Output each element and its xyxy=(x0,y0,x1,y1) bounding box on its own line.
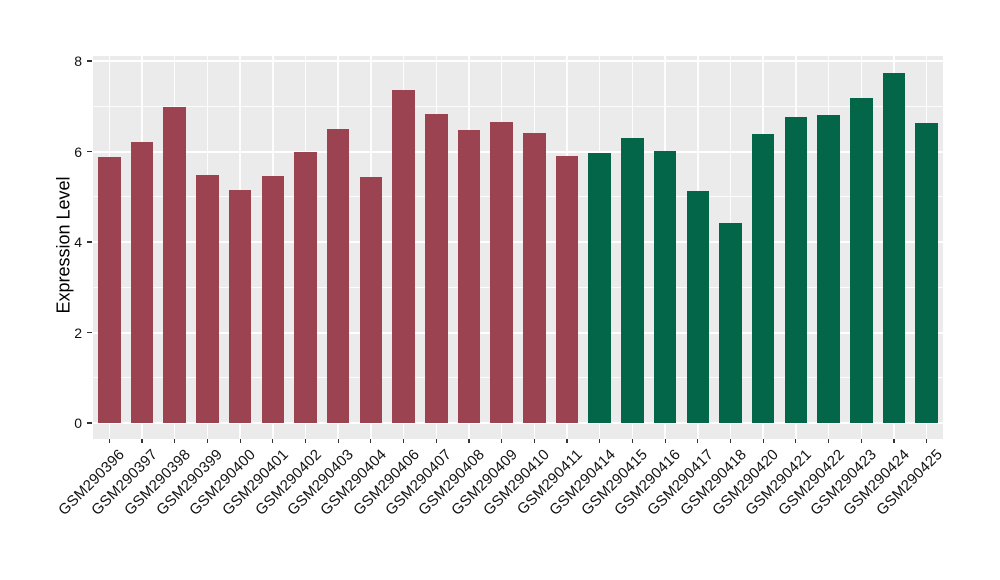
bar-GSM290411 xyxy=(555,156,579,423)
y-tick-label-4: 4 xyxy=(74,234,82,250)
bar-GSM290425 xyxy=(915,123,938,423)
x-tick-GSM290409 xyxy=(501,439,503,443)
bar-GSM290404 xyxy=(359,177,383,423)
bar-GSM290416 xyxy=(653,151,677,423)
x-tick-GSM290399 xyxy=(206,439,208,443)
x-tick-GSM290422 xyxy=(827,439,830,443)
bar-GSM290409 xyxy=(490,122,513,423)
x-tick-GSM290406 xyxy=(402,439,405,443)
x-tick-GSM290414 xyxy=(599,439,601,443)
bar-GSM290424 xyxy=(882,73,906,423)
x-tick-GSM290407 xyxy=(435,439,437,443)
bar-GSM290398 xyxy=(163,107,186,423)
bar-GSM290397 xyxy=(130,142,154,423)
x-tick-GSM290404 xyxy=(370,439,372,443)
x-tick-GSM290408 xyxy=(468,439,470,443)
x-tick-GSM290403 xyxy=(337,439,339,443)
bar-GSM290401 xyxy=(261,175,285,423)
y-tick-4 xyxy=(87,241,92,243)
bar-GSM290414 xyxy=(588,152,611,423)
bar-GSM290423 xyxy=(850,98,873,423)
y-tick-6 xyxy=(87,150,92,153)
x-tick-GSM290397 xyxy=(141,439,143,443)
x-tick-GSM290423 xyxy=(860,439,862,443)
gridline-minor-y5 xyxy=(93,196,943,198)
plot-area xyxy=(93,56,943,439)
bar-GSM290422 xyxy=(817,114,840,423)
gridline-minor-y1 xyxy=(93,377,943,379)
x-tick-GSM290396 xyxy=(108,439,110,443)
y-tick-2 xyxy=(87,331,92,334)
bar-GSM290410 xyxy=(523,132,546,423)
bar-GSM290400 xyxy=(228,189,252,423)
x-tick-GSM290418 xyxy=(729,439,732,443)
gridline-major-y0 xyxy=(93,422,943,424)
x-tick-GSM290416 xyxy=(664,439,666,443)
x-tick-GSM290415 xyxy=(631,439,633,443)
x-tick-GSM290417 xyxy=(697,439,699,443)
bar-GSM290417 xyxy=(686,190,710,423)
bar-GSM290421 xyxy=(784,117,808,423)
bar-GSM290407 xyxy=(425,113,448,423)
x-tick-GSM290400 xyxy=(239,439,241,443)
x-tick-GSM290421 xyxy=(795,439,797,443)
x-tick-GSM290420 xyxy=(762,439,764,443)
bar-GSM290406 xyxy=(392,89,415,423)
y-tick-label-2: 2 xyxy=(74,324,82,341)
x-tick-GSM290424 xyxy=(893,439,895,443)
bar-GSM290418 xyxy=(719,223,742,423)
x-tick-GSM290401 xyxy=(272,439,274,443)
gridline-minor-y7 xyxy=(93,105,943,107)
bar-GSM290415 xyxy=(621,137,644,423)
bar-GSM290399 xyxy=(196,175,219,423)
bar-GSM290420 xyxy=(751,133,775,423)
y-tick-label-8: 8 xyxy=(74,53,82,69)
gridline-major-y6 xyxy=(93,150,943,153)
bar-GSM290408 xyxy=(457,129,481,423)
y-tick-0 xyxy=(87,422,92,424)
bar-GSM290402 xyxy=(294,151,317,423)
bar-GSM290403 xyxy=(326,128,350,423)
y-tick-8 xyxy=(87,60,92,62)
x-tick-GSM290411 xyxy=(566,439,568,443)
bar-GSM290396 xyxy=(98,156,121,423)
x-tick-GSM290398 xyxy=(174,439,176,443)
x-tick-GSM290402 xyxy=(304,439,307,443)
x-tick-GSM290410 xyxy=(533,439,535,443)
gridline-minor-y3 xyxy=(93,286,943,288)
x-tick-GSM290425 xyxy=(926,439,928,443)
gridline-major-y4 xyxy=(93,241,943,243)
y-tick-label-6: 6 xyxy=(74,143,82,160)
gridline-major-y2 xyxy=(93,331,943,334)
y-tick-label-0: 0 xyxy=(74,415,82,431)
gridline-major-y8 xyxy=(93,60,943,62)
